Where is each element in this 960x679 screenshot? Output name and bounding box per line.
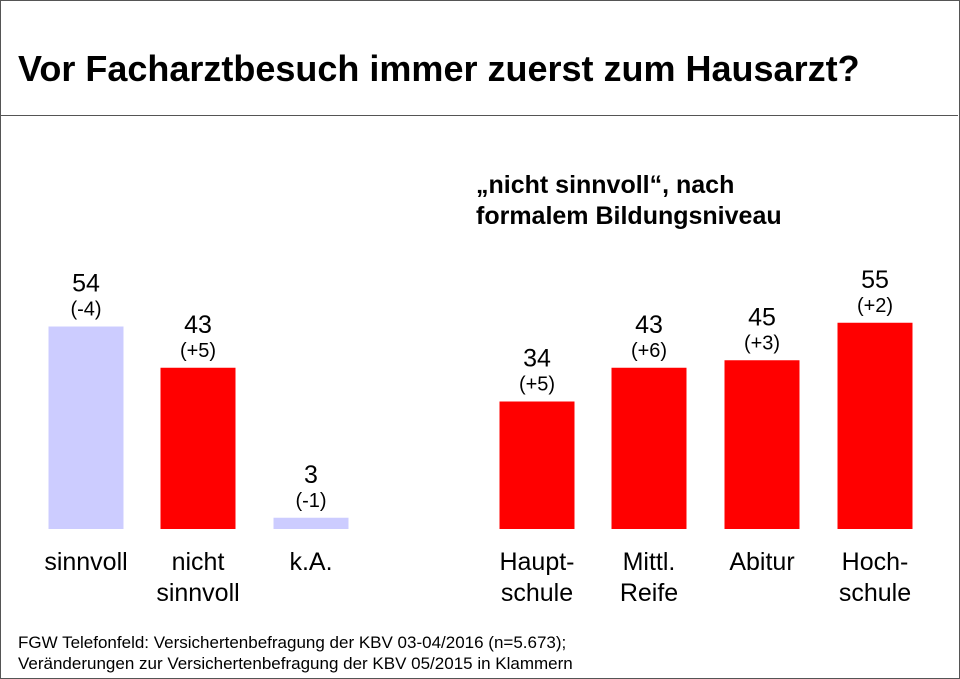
bar: [611, 367, 687, 529]
category-label: Mittl.: [623, 548, 676, 576]
subtitle-line-1: „nicht sinnvoll“, nach: [476, 171, 735, 199]
bar: [499, 401, 575, 529]
chart-footer: FGW Telefonfeld: Versichertenbefragung d…: [18, 632, 573, 674]
chart-subtitle: „nicht sinnvoll“, nach formalem Bildungs…: [476, 170, 856, 232]
data-label-change: (+6): [631, 340, 667, 362]
category-label: Reife: [620, 579, 678, 607]
category-label: sinnvoll: [44, 548, 127, 576]
data-label-change: (-1): [295, 490, 326, 512]
data-label-change: (+3): [744, 332, 780, 354]
data-label-value: 43: [184, 311, 212, 339]
data-label-value: 55: [861, 266, 889, 294]
data-label-value: 43: [635, 311, 663, 339]
category-label: schule: [501, 579, 573, 607]
bar: [724, 360, 800, 529]
data-label-value: 45: [748, 303, 776, 331]
data-label-change: (+2): [857, 295, 893, 317]
subtitle-line-2: formalem Bildungsniveau: [476, 202, 782, 230]
footer-line-1: FGW Telefonfeld: Versichertenbefragung d…: [18, 633, 567, 652]
footer-line-2: Veränderungen zur Versichertenbefragung …: [18, 654, 573, 673]
category-label: Abitur: [729, 548, 794, 576]
bar: [837, 322, 913, 529]
chart-title: Vor Facharztbesuch immer zuerst zum Haus…: [18, 48, 860, 89]
title-divider: [0, 115, 958, 116]
bar: [48, 326, 124, 529]
category-label: sinnvoll: [156, 579, 239, 607]
data-label-value: 34: [523, 345, 551, 373]
category-label: k.A.: [289, 548, 332, 576]
data-label-value: 54: [72, 270, 100, 298]
bar: [273, 517, 349, 529]
bar: [160, 367, 236, 529]
category-label: schule: [839, 579, 911, 607]
data-label-change: (+5): [180, 340, 216, 362]
category-label: Hoch-: [842, 548, 909, 576]
category-label: Haupt-: [499, 548, 574, 576]
data-label-value: 3: [304, 461, 318, 489]
data-label-change: (-4): [70, 299, 101, 321]
category-label: nicht: [172, 548, 225, 576]
data-label-change: (+5): [519, 374, 555, 396]
